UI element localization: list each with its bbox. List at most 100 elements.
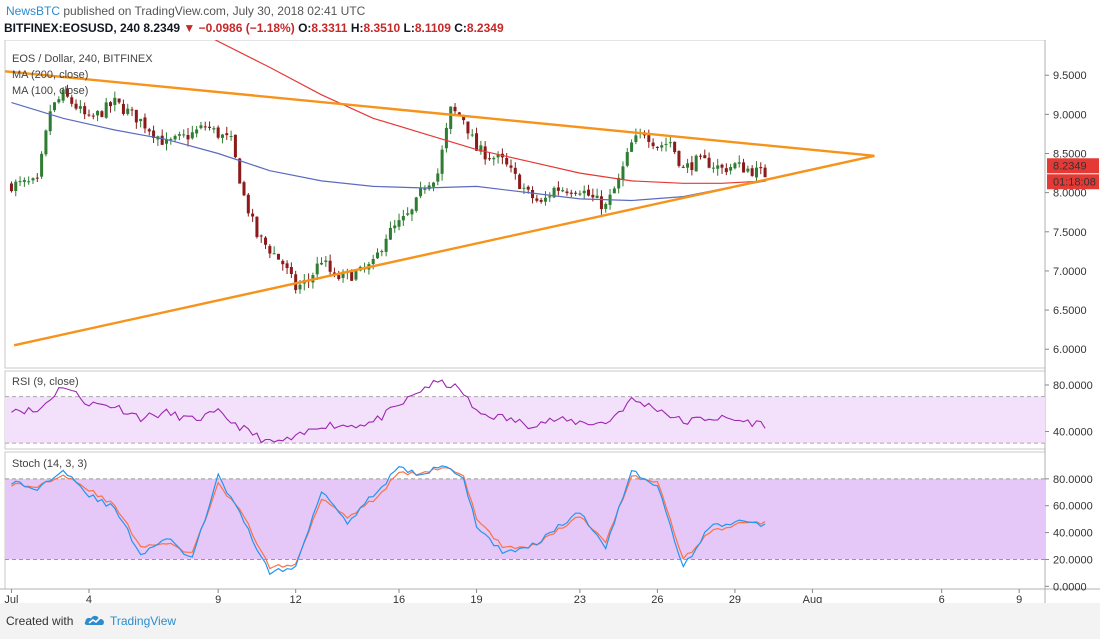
candle[interactable] bbox=[647, 129, 651, 148]
candle[interactable] bbox=[328, 254, 332, 276]
candle[interactable] bbox=[660, 141, 664, 152]
candle[interactable] bbox=[763, 164, 767, 178]
candle[interactable] bbox=[121, 99, 125, 116]
candle[interactable] bbox=[57, 96, 61, 104]
candle[interactable] bbox=[548, 192, 552, 202]
candle[interactable] bbox=[117, 98, 121, 105]
candle[interactable] bbox=[621, 161, 625, 187]
candle[interactable] bbox=[449, 106, 453, 135]
candle[interactable] bbox=[255, 216, 259, 239]
candle[interactable] bbox=[74, 99, 78, 111]
rsi-line[interactable] bbox=[11, 379, 766, 444]
candle[interactable] bbox=[104, 97, 108, 119]
candle[interactable] bbox=[612, 186, 616, 194]
candle[interactable] bbox=[14, 179, 18, 197]
candle[interactable] bbox=[388, 221, 392, 241]
candle[interactable] bbox=[259, 234, 263, 243]
chart-area[interactable]: 9.5000 9.0000 8.5000 8.0000 7.5000 7.0000 6.50… bbox=[0, 40, 1100, 603]
publisher-name[interactable]: NewsBTC bbox=[6, 4, 61, 18]
candle[interactable] bbox=[496, 151, 500, 164]
candle[interactable] bbox=[281, 259, 285, 271]
candle[interactable] bbox=[750, 165, 754, 177]
candle[interactable] bbox=[164, 132, 168, 151]
candle[interactable] bbox=[419, 181, 423, 199]
candle[interactable] bbox=[453, 103, 457, 114]
candle[interactable] bbox=[375, 248, 380, 259]
candle[interactable] bbox=[126, 103, 130, 116]
candle[interactable] bbox=[617, 173, 621, 194]
symbol-label[interactable]: BITFINEX:EOSUSD, 240 bbox=[4, 21, 141, 35]
candle[interactable] bbox=[401, 209, 405, 226]
candle[interactable] bbox=[182, 129, 186, 138]
candle[interactable] bbox=[109, 101, 113, 113]
tradingview-logo-icon[interactable] bbox=[84, 612, 106, 630]
candle[interactable] bbox=[543, 191, 547, 206]
candle[interactable] bbox=[410, 208, 414, 222]
candle[interactable] bbox=[160, 129, 164, 146]
candle[interactable] bbox=[337, 270, 341, 281]
candle[interactable] bbox=[44, 129, 48, 157]
stoch-k-line[interactable] bbox=[11, 465, 766, 576]
candle[interactable] bbox=[599, 190, 603, 216]
candle[interactable] bbox=[61, 87, 65, 104]
candle[interactable] bbox=[565, 188, 569, 196]
candle[interactable] bbox=[436, 168, 440, 186]
candle[interactable] bbox=[212, 126, 216, 134]
candle[interactable] bbox=[65, 84, 69, 98]
candle[interactable] bbox=[578, 190, 582, 197]
trendline-upper[interactable] bbox=[4, 70, 875, 158]
candle[interactable] bbox=[208, 121, 212, 131]
candle[interactable] bbox=[91, 113, 95, 120]
trendline-lower[interactable] bbox=[13, 154, 875, 347]
candle[interactable] bbox=[229, 130, 233, 141]
candle[interactable] bbox=[531, 186, 535, 204]
candle[interactable] bbox=[225, 126, 229, 140]
candle[interactable] bbox=[272, 246, 276, 255]
candle[interactable] bbox=[190, 125, 194, 140]
candle[interactable] bbox=[78, 100, 82, 114]
candle[interactable] bbox=[393, 219, 397, 233]
candle[interactable] bbox=[651, 138, 655, 150]
candle[interactable] bbox=[561, 187, 565, 193]
candle[interactable] bbox=[96, 110, 100, 122]
candle[interactable] bbox=[246, 192, 250, 217]
candle[interactable] bbox=[479, 140, 483, 155]
candle[interactable] bbox=[440, 145, 444, 181]
candle[interactable] bbox=[539, 197, 543, 204]
candle[interactable] bbox=[40, 151, 44, 180]
candle[interactable] bbox=[535, 194, 539, 203]
candle[interactable] bbox=[556, 181, 560, 196]
candle[interactable] bbox=[569, 189, 573, 198]
legend-ma100[interactable]: MA (100, close) bbox=[12, 85, 88, 97]
candle[interactable] bbox=[147, 127, 151, 136]
candle[interactable] bbox=[690, 155, 694, 176]
candle[interactable] bbox=[186, 128, 190, 147]
candle[interactable] bbox=[22, 177, 26, 187]
candle[interactable] bbox=[655, 146, 659, 151]
candle[interactable] bbox=[83, 102, 87, 120]
candle[interactable] bbox=[380, 249, 384, 257]
candle[interactable] bbox=[285, 260, 289, 275]
candle[interactable] bbox=[9, 181, 13, 193]
candle[interactable] bbox=[195, 126, 199, 138]
candle[interactable] bbox=[707, 152, 711, 169]
candle[interactable] bbox=[509, 159, 513, 173]
candle[interactable] bbox=[341, 269, 345, 283]
candle[interactable] bbox=[759, 162, 763, 175]
candle[interactable] bbox=[505, 152, 509, 167]
candle[interactable] bbox=[70, 94, 74, 107]
candle[interactable] bbox=[251, 208, 255, 222]
candle[interactable] bbox=[470, 129, 474, 138]
candle[interactable] bbox=[681, 164, 685, 169]
candle[interactable] bbox=[694, 154, 698, 172]
candle[interactable] bbox=[754, 161, 758, 183]
candle[interactable] bbox=[746, 165, 750, 174]
candle[interactable] bbox=[53, 101, 57, 113]
candle[interactable] bbox=[320, 257, 324, 266]
candle[interactable] bbox=[384, 234, 388, 257]
candle[interactable] bbox=[668, 135, 672, 148]
candle[interactable] bbox=[729, 163, 733, 175]
candle[interactable] bbox=[220, 134, 224, 144]
candle[interactable] bbox=[742, 158, 746, 173]
candle[interactable] bbox=[18, 176, 22, 187]
